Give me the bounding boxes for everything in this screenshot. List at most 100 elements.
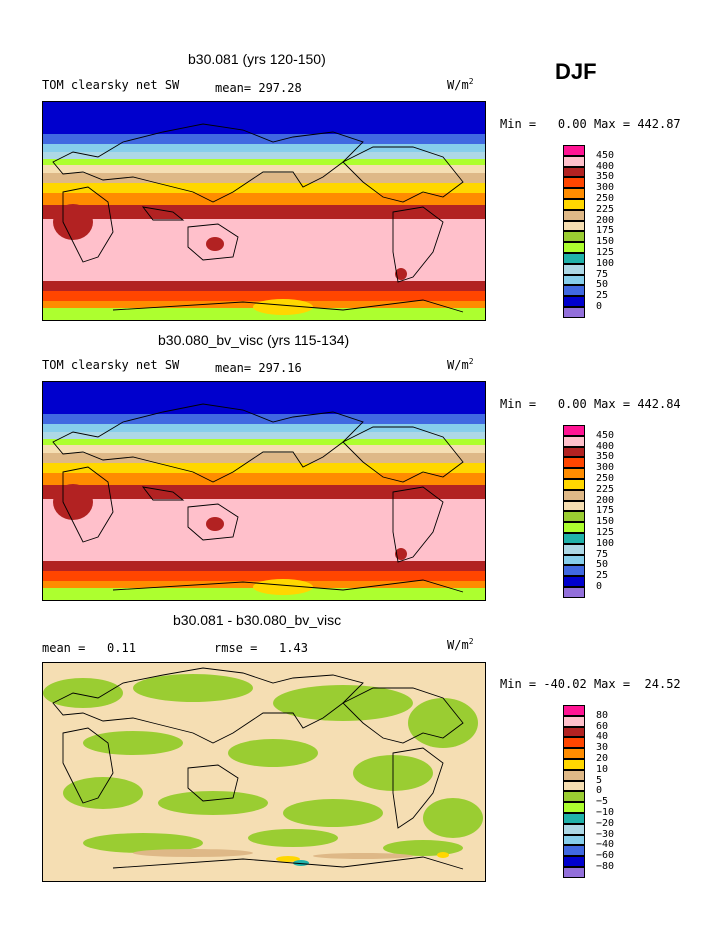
colorbar-swatch bbox=[563, 834, 585, 846]
panel3-rmse: rmse = 1.43 bbox=[214, 641, 308, 655]
colorbar-label: −10 bbox=[596, 807, 615, 818]
colorbar-label: 250 bbox=[596, 193, 615, 204]
colorbar-swatch bbox=[563, 446, 585, 458]
panel1-minmax: Min = 0.00 Max = 442.87 bbox=[500, 117, 681, 131]
colorbar-label: 350 bbox=[596, 171, 615, 183]
colorbar-swatch bbox=[563, 791, 585, 803]
colorbar-label: 450 bbox=[596, 149, 615, 161]
colorbar-label: 5 bbox=[596, 774, 603, 786]
colorbar-swatch bbox=[563, 479, 585, 490]
colorbar-swatch bbox=[563, 457, 585, 469]
colorbar-label: 250 bbox=[596, 473, 615, 484]
colorbar-swatch bbox=[563, 845, 585, 857]
colorbar-label: 300 bbox=[596, 462, 615, 474]
colorbar-swatch bbox=[563, 565, 585, 577]
colorbar-label: −80 bbox=[596, 861, 615, 872]
panel1-map bbox=[42, 101, 486, 321]
panel1-title: b30.081 (yrs 120-150) bbox=[188, 51, 326, 67]
panel2-map bbox=[42, 381, 486, 601]
colorbar-swatch bbox=[563, 522, 585, 533]
colorbar-swatch bbox=[563, 468, 585, 479]
panel1-units: W/m2 bbox=[447, 77, 474, 92]
colorbar-label: 25 bbox=[596, 570, 609, 582]
colorbar-label: 150 bbox=[596, 236, 615, 248]
colorbar-label: 200 bbox=[596, 214, 615, 226]
colorbar-label: 0 bbox=[596, 581, 603, 592]
colorbar-swatch bbox=[563, 209, 585, 221]
colorbar-label: 0 bbox=[596, 301, 603, 312]
panel2-minmax: Min = 0.00 Max = 442.84 bbox=[500, 397, 681, 411]
colorbar-swatch bbox=[563, 759, 585, 770]
panel3-title: b30.081 - b30.080_bv_visc bbox=[173, 612, 342, 628]
panel2-field-label: TOM clearsky net SW bbox=[42, 358, 180, 372]
colorbar-swatch bbox=[563, 823, 585, 835]
colorbar-label: 350 bbox=[596, 451, 615, 463]
colorbar-swatch bbox=[563, 145, 585, 156]
colorbar-swatch bbox=[563, 726, 585, 738]
colorbar-label: 100 bbox=[596, 257, 615, 269]
colorbar-label: 125 bbox=[596, 247, 615, 258]
colorbar-label: −20 bbox=[596, 817, 615, 829]
colorbar-label: 30 bbox=[596, 742, 609, 754]
colorbar-swatch bbox=[563, 166, 585, 178]
colorbar-swatch bbox=[563, 554, 585, 566]
colorbar-label: 20 bbox=[596, 753, 609, 764]
colorbar-label: 300 bbox=[596, 182, 615, 194]
colorbar-label: 75 bbox=[596, 548, 609, 560]
colorbar-label: −40 bbox=[596, 839, 615, 851]
colorbar-label: 25 bbox=[596, 290, 609, 302]
colorbar-swatch bbox=[563, 231, 585, 243]
colorbar-swatch bbox=[563, 155, 585, 167]
colorbar-swatch bbox=[563, 489, 585, 501]
colorbar-swatch bbox=[563, 307, 585, 318]
colorbar-label: 60 bbox=[596, 720, 609, 732]
colorbar-label: 400 bbox=[596, 160, 615, 172]
panel3-mean: mean = 0.11 bbox=[42, 641, 136, 655]
colorbar-swatch bbox=[563, 737, 585, 749]
colorbar-swatch bbox=[563, 856, 585, 867]
colorbar-swatch bbox=[563, 253, 585, 264]
panel3-map bbox=[42, 662, 486, 882]
colorbar-label: 100 bbox=[596, 537, 615, 549]
colorbar-swatch bbox=[563, 543, 585, 555]
colorbar-swatch bbox=[563, 769, 585, 781]
colorbar-swatch bbox=[563, 533, 585, 544]
panel2-mean: mean= 297.16 bbox=[215, 361, 302, 375]
colorbar-swatch bbox=[563, 188, 585, 199]
colorbar-label: −5 bbox=[596, 796, 609, 808]
colorbar-label: 225 bbox=[596, 203, 615, 215]
colorbar-swatch bbox=[563, 802, 585, 813]
panel3-minmax: Min = -40.02 Max = 24.52 bbox=[500, 677, 681, 691]
panel2-units: W/m2 bbox=[447, 357, 474, 372]
panel1-field-label: TOM clearsky net SW bbox=[42, 78, 180, 92]
colorbar-label: 0 bbox=[596, 785, 603, 797]
colorbar-label: 175 bbox=[596, 505, 615, 517]
colorbar-label: 150 bbox=[596, 516, 615, 528]
colorbar-swatch bbox=[563, 425, 585, 436]
colorbar-swatch bbox=[563, 780, 585, 792]
colorbar-swatch bbox=[563, 435, 585, 447]
season-label: DJF bbox=[555, 59, 597, 84]
panel3-units: W/m2 bbox=[447, 637, 474, 652]
colorbar-label: 50 bbox=[596, 279, 609, 291]
colorbar-label: 225 bbox=[596, 483, 615, 495]
colorbar-label: 450 bbox=[596, 429, 615, 441]
colorbar-label: 175 bbox=[596, 225, 615, 237]
colorbar-label: 400 bbox=[596, 440, 615, 452]
colorbar-swatch bbox=[563, 576, 585, 587]
colorbar-swatch bbox=[563, 263, 585, 275]
colorbar-swatch bbox=[563, 867, 585, 878]
colorbar-swatch bbox=[563, 587, 585, 598]
colorbar-swatch bbox=[563, 285, 585, 297]
colorbar-swatch bbox=[563, 715, 585, 727]
colorbar-swatch bbox=[563, 748, 585, 759]
colorbar-swatch bbox=[563, 705, 585, 716]
colorbar-swatch bbox=[563, 500, 585, 512]
colorbar-label: 200 bbox=[596, 494, 615, 506]
colorbar-label: 40 bbox=[596, 731, 609, 743]
colorbar-swatch bbox=[563, 242, 585, 253]
colorbar-swatch bbox=[563, 274, 585, 286]
colorbar-label: 50 bbox=[596, 559, 609, 571]
colorbar-swatch bbox=[563, 296, 585, 307]
panel1-mean: mean= 297.28 bbox=[215, 81, 302, 95]
